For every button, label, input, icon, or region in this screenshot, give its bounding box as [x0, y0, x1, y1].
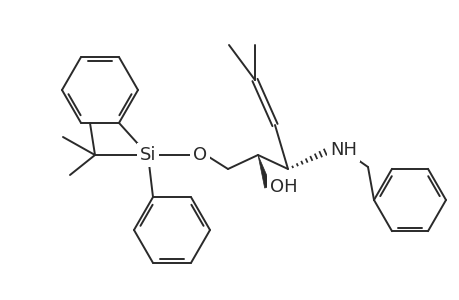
Polygon shape	[257, 155, 271, 188]
Text: NH: NH	[329, 141, 356, 159]
Text: O: O	[192, 146, 207, 164]
Text: OH: OH	[269, 178, 297, 196]
Text: Si: Si	[140, 146, 156, 164]
